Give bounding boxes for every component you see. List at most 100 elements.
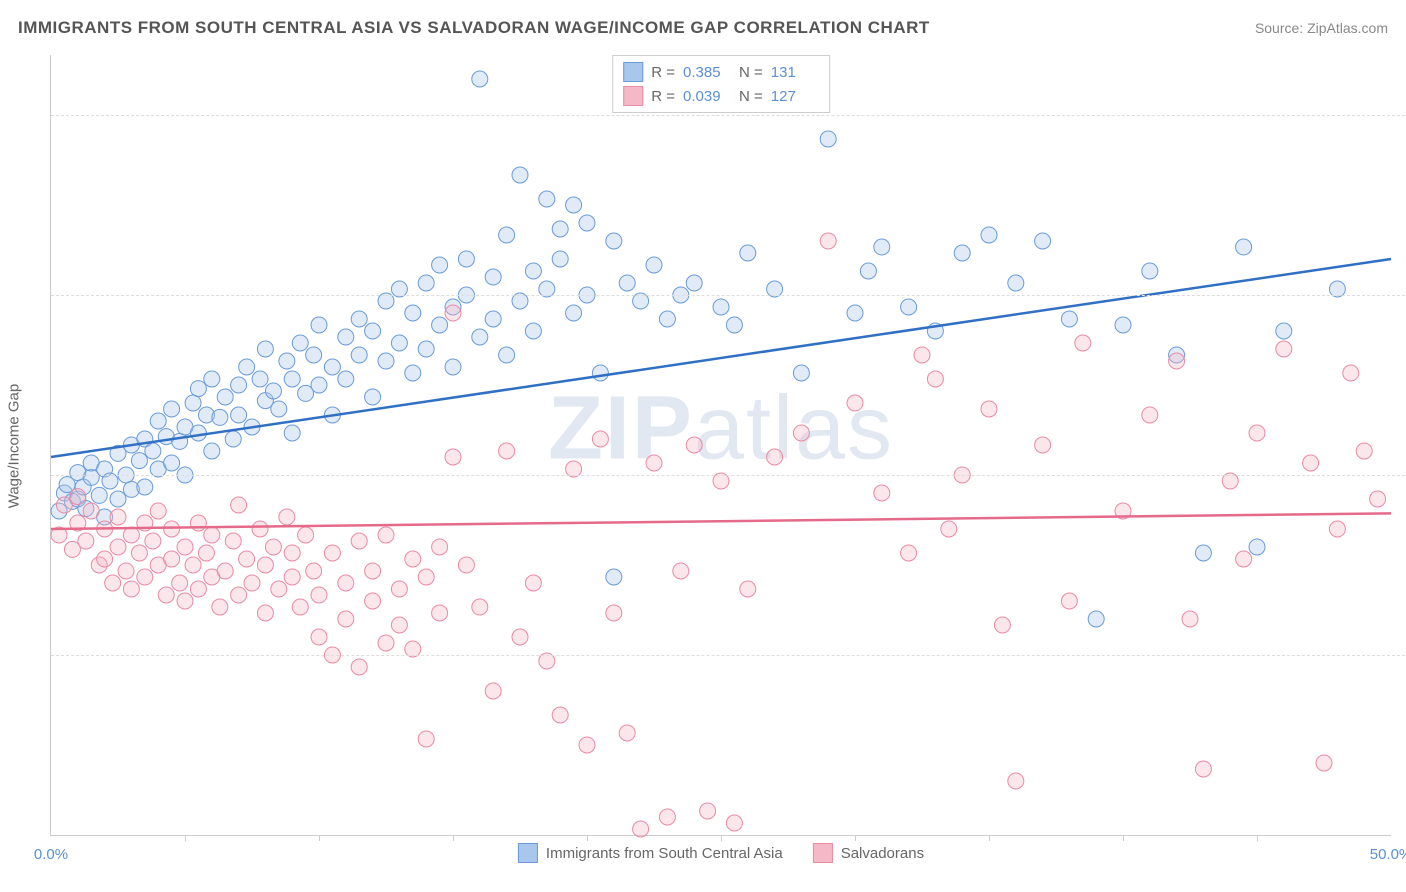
scatter-point (418, 341, 434, 357)
scatter-point (239, 359, 255, 375)
scatter-point (793, 425, 809, 441)
scatter-point (284, 569, 300, 585)
scatter-point (512, 167, 528, 183)
x-tick-mark (185, 835, 186, 841)
scatter-point (901, 545, 917, 561)
scatter-point (338, 575, 354, 591)
scatter-point (981, 227, 997, 243)
scatter-point (1343, 365, 1359, 381)
legend-stats-row: R = 0.385 N = 131 (623, 60, 819, 84)
scatter-point (418, 275, 434, 291)
scatter-point (512, 629, 528, 645)
scatter-point (284, 545, 300, 561)
scatter-point (351, 533, 367, 549)
scatter-point (659, 311, 675, 327)
scatter-point (231, 377, 247, 393)
x-tick-mark (721, 835, 722, 841)
scatter-point (847, 305, 863, 321)
x-tick-mark (587, 835, 588, 841)
scatter-point (365, 389, 381, 405)
scatter-point (405, 551, 421, 567)
scatter-point (137, 569, 153, 585)
scatter-point (1236, 551, 1252, 567)
scatter-point (592, 365, 608, 381)
scatter-point (212, 599, 228, 615)
scatter-point (265, 539, 281, 555)
scatter-point (172, 433, 188, 449)
scatter-point (1008, 275, 1024, 291)
stat-value-r: 0.039 (683, 88, 731, 105)
scatter-point (499, 227, 515, 243)
header: IMMIGRANTS FROM SOUTH CENTRAL ASIA VS SA… (18, 18, 1388, 38)
x-tick-label: 50.0% (1370, 846, 1406, 863)
legend-stats: R = 0.385 N = 131 R = 0.039 N = 127 (612, 55, 830, 113)
scatter-point (306, 563, 322, 579)
scatter-point (418, 569, 434, 585)
scatter-point (78, 533, 94, 549)
scatter-point (190, 581, 206, 597)
scatter-svg (51, 55, 1391, 835)
scatter-point (110, 539, 126, 555)
scatter-point (1075, 335, 1091, 351)
scatter-point (485, 269, 501, 285)
scatter-point (485, 311, 501, 327)
scatter-point (131, 545, 147, 561)
scatter-point (257, 341, 273, 357)
stat-label-r: R = (651, 88, 675, 105)
scatter-point (217, 389, 233, 405)
source-link[interactable]: ZipAtlas.com (1307, 20, 1388, 36)
y-axis-label: Wage/Income Gap (6, 384, 23, 509)
scatter-point (1061, 311, 1077, 327)
x-tick-mark (453, 835, 454, 841)
scatter-point (432, 257, 448, 273)
scatter-point (391, 581, 407, 597)
scatter-point (860, 263, 876, 279)
source-attribution: Source: ZipAtlas.com (1255, 20, 1388, 36)
scatter-point (123, 581, 139, 597)
scatter-point (1182, 611, 1198, 627)
scatter-point (901, 299, 917, 315)
scatter-point (252, 521, 268, 537)
scatter-point (70, 489, 86, 505)
scatter-point (686, 437, 702, 453)
scatter-point (292, 335, 308, 351)
x-tick-mark (1123, 835, 1124, 841)
scatter-point (257, 605, 273, 621)
scatter-point (432, 317, 448, 333)
scatter-point (445, 449, 461, 465)
grid-line (51, 475, 1405, 476)
scatter-point (271, 581, 287, 597)
scatter-point (1169, 353, 1185, 369)
scatter-point (1035, 233, 1051, 249)
scatter-point (311, 587, 327, 603)
trend-line (51, 513, 1391, 529)
scatter-point (284, 371, 300, 387)
scatter-point (1035, 437, 1051, 453)
scatter-point (445, 305, 461, 321)
scatter-point (981, 401, 997, 417)
scatter-point (1303, 455, 1319, 471)
scatter-point (405, 305, 421, 321)
scatter-point (391, 335, 407, 351)
scatter-point (472, 329, 488, 345)
scatter-point (566, 197, 582, 213)
scatter-point (579, 737, 595, 753)
scatter-point (378, 527, 394, 543)
scatter-point (767, 449, 783, 465)
scatter-point (131, 453, 147, 469)
scatter-point (472, 71, 488, 87)
scatter-point (292, 599, 308, 615)
scatter-point (619, 725, 635, 741)
trend-line (51, 259, 1391, 457)
scatter-point (458, 251, 474, 267)
scatter-point (552, 251, 568, 267)
scatter-point (365, 323, 381, 339)
scatter-point (225, 431, 241, 447)
scatter-point (378, 353, 394, 369)
x-tick-mark (319, 835, 320, 841)
scatter-point (606, 233, 622, 249)
scatter-point (793, 365, 809, 381)
scatter-point (177, 593, 193, 609)
scatter-point (1276, 323, 1292, 339)
scatter-point (579, 215, 595, 231)
